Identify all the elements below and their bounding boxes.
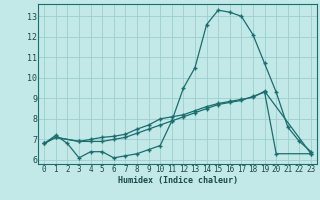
X-axis label: Humidex (Indice chaleur): Humidex (Indice chaleur) bbox=[118, 176, 238, 185]
